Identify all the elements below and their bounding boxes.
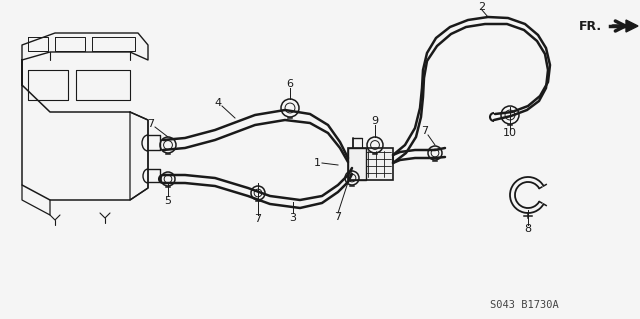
Text: 7: 7	[421, 126, 429, 136]
Text: 3: 3	[289, 213, 296, 223]
Text: 8: 8	[524, 224, 532, 234]
Text: 7: 7	[255, 214, 262, 224]
Bar	[348, 148, 393, 180]
Text: 7: 7	[335, 212, 342, 222]
Text: FR.: FR.	[579, 20, 602, 33]
Text: 4: 4	[214, 98, 221, 108]
Text: 7: 7	[147, 119, 155, 129]
Text: 2: 2	[479, 2, 486, 12]
Text: 5: 5	[164, 196, 172, 206]
Text: 6: 6	[287, 79, 294, 89]
Text: S043 B1730A: S043 B1730A	[490, 300, 559, 310]
Text: 1: 1	[314, 158, 321, 168]
Polygon shape	[626, 20, 638, 32]
Text: 10: 10	[503, 128, 517, 138]
Text: 9: 9	[371, 116, 379, 126]
